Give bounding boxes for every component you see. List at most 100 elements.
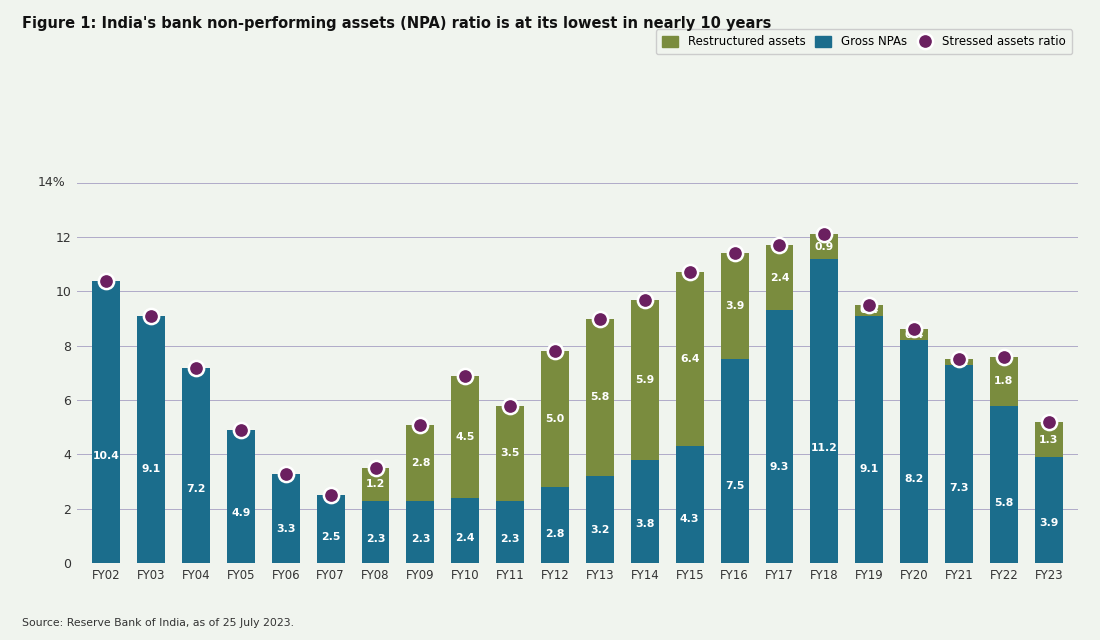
Point bbox=[591, 314, 608, 324]
Bar bbox=[451, 376, 480, 498]
Bar bbox=[990, 406, 1018, 563]
Bar bbox=[811, 234, 838, 259]
Point bbox=[277, 468, 295, 479]
Bar bbox=[856, 316, 883, 563]
Bar bbox=[990, 356, 1018, 406]
Text: 7.5: 7.5 bbox=[725, 481, 745, 491]
Text: 4.5: 4.5 bbox=[455, 432, 475, 442]
Bar bbox=[1035, 422, 1063, 457]
Point bbox=[142, 311, 160, 321]
Bar bbox=[362, 500, 389, 563]
Bar bbox=[182, 367, 210, 563]
Bar bbox=[1035, 457, 1063, 563]
Text: 3.9: 3.9 bbox=[1040, 518, 1058, 528]
Text: 3.5: 3.5 bbox=[500, 448, 520, 458]
Bar bbox=[675, 446, 704, 563]
Text: 3.8: 3.8 bbox=[635, 519, 654, 529]
Text: 3.9: 3.9 bbox=[725, 301, 745, 312]
Point bbox=[1040, 417, 1057, 427]
Bar bbox=[407, 500, 434, 563]
Bar bbox=[362, 468, 389, 500]
Point bbox=[547, 346, 564, 356]
Bar bbox=[272, 474, 299, 563]
Point bbox=[187, 362, 205, 372]
Text: 7.2: 7.2 bbox=[186, 484, 206, 494]
Text: 1.8: 1.8 bbox=[994, 376, 1013, 386]
Text: 9.1: 9.1 bbox=[142, 464, 161, 474]
Text: 5.8: 5.8 bbox=[994, 499, 1013, 508]
Point bbox=[996, 351, 1013, 362]
Text: 2.4: 2.4 bbox=[770, 273, 789, 283]
Text: 7.3: 7.3 bbox=[949, 483, 969, 493]
Bar bbox=[720, 360, 748, 563]
Bar bbox=[945, 365, 974, 563]
Bar bbox=[317, 495, 344, 563]
Point bbox=[815, 229, 833, 239]
Text: 8.2: 8.2 bbox=[904, 474, 924, 483]
Text: 4.9: 4.9 bbox=[231, 508, 251, 518]
Bar bbox=[407, 424, 434, 500]
Text: 3.2: 3.2 bbox=[591, 525, 609, 535]
Bar bbox=[675, 273, 704, 446]
Bar bbox=[900, 340, 928, 563]
Bar bbox=[451, 498, 480, 563]
Point bbox=[681, 268, 698, 278]
Bar bbox=[586, 476, 614, 563]
Text: Source: Reserve Bank of India, as of 25 July 2023.: Source: Reserve Bank of India, as of 25 … bbox=[22, 618, 294, 628]
Bar bbox=[720, 253, 748, 360]
Text: 2.4: 2.4 bbox=[455, 533, 475, 543]
Bar bbox=[856, 305, 883, 316]
Bar bbox=[811, 259, 838, 563]
Text: 0.4: 0.4 bbox=[904, 330, 924, 340]
Bar bbox=[138, 316, 165, 563]
Point bbox=[411, 419, 429, 429]
Text: 0.4: 0.4 bbox=[859, 305, 879, 316]
Point bbox=[98, 275, 116, 285]
Text: 2.3: 2.3 bbox=[410, 534, 430, 545]
Point bbox=[366, 463, 384, 473]
Point bbox=[636, 294, 653, 305]
Bar bbox=[766, 245, 793, 310]
Bar bbox=[586, 319, 614, 476]
Text: 6.4: 6.4 bbox=[680, 355, 700, 364]
Text: 2.5: 2.5 bbox=[321, 532, 340, 542]
Point bbox=[950, 355, 968, 365]
Text: 5.9: 5.9 bbox=[635, 375, 654, 385]
Bar bbox=[92, 280, 120, 563]
Bar bbox=[766, 310, 793, 563]
Text: 2.8: 2.8 bbox=[546, 529, 564, 540]
Bar bbox=[631, 460, 659, 563]
Text: 1.2: 1.2 bbox=[366, 479, 385, 490]
Point bbox=[771, 240, 789, 250]
Point bbox=[502, 401, 519, 411]
Bar bbox=[945, 360, 974, 365]
Text: 14%: 14% bbox=[39, 176, 66, 189]
Text: 0.9: 0.9 bbox=[815, 241, 834, 252]
Text: 9.1: 9.1 bbox=[859, 464, 879, 474]
Text: 2.3: 2.3 bbox=[366, 534, 385, 545]
Bar bbox=[900, 330, 928, 340]
Bar bbox=[631, 300, 659, 460]
Bar bbox=[496, 500, 524, 563]
Text: 3.3: 3.3 bbox=[276, 524, 296, 534]
Legend: Restructured assets, Gross NPAs, Stressed assets ratio: Restructured assets, Gross NPAs, Stresse… bbox=[656, 29, 1072, 54]
Text: 11.2: 11.2 bbox=[811, 442, 838, 452]
Point bbox=[456, 371, 474, 381]
Text: 4.3: 4.3 bbox=[680, 514, 700, 524]
Text: 5.8: 5.8 bbox=[591, 392, 609, 403]
Text: 1.3: 1.3 bbox=[1040, 435, 1058, 445]
Text: Figure 1: India's bank non-performing assets (NPA) ratio is at its lowest in nea: Figure 1: India's bank non-performing as… bbox=[22, 16, 771, 31]
Text: 2.3: 2.3 bbox=[500, 534, 520, 545]
Point bbox=[860, 300, 878, 310]
Bar bbox=[541, 351, 569, 487]
Text: 2.8: 2.8 bbox=[410, 458, 430, 468]
Point bbox=[726, 248, 744, 259]
Point bbox=[322, 490, 340, 500]
Point bbox=[905, 324, 923, 335]
Text: 5.0: 5.0 bbox=[546, 414, 564, 424]
Text: 9.3: 9.3 bbox=[770, 462, 789, 472]
Bar bbox=[541, 487, 569, 563]
Point bbox=[232, 425, 250, 435]
Bar bbox=[496, 406, 524, 500]
Bar bbox=[227, 430, 255, 563]
